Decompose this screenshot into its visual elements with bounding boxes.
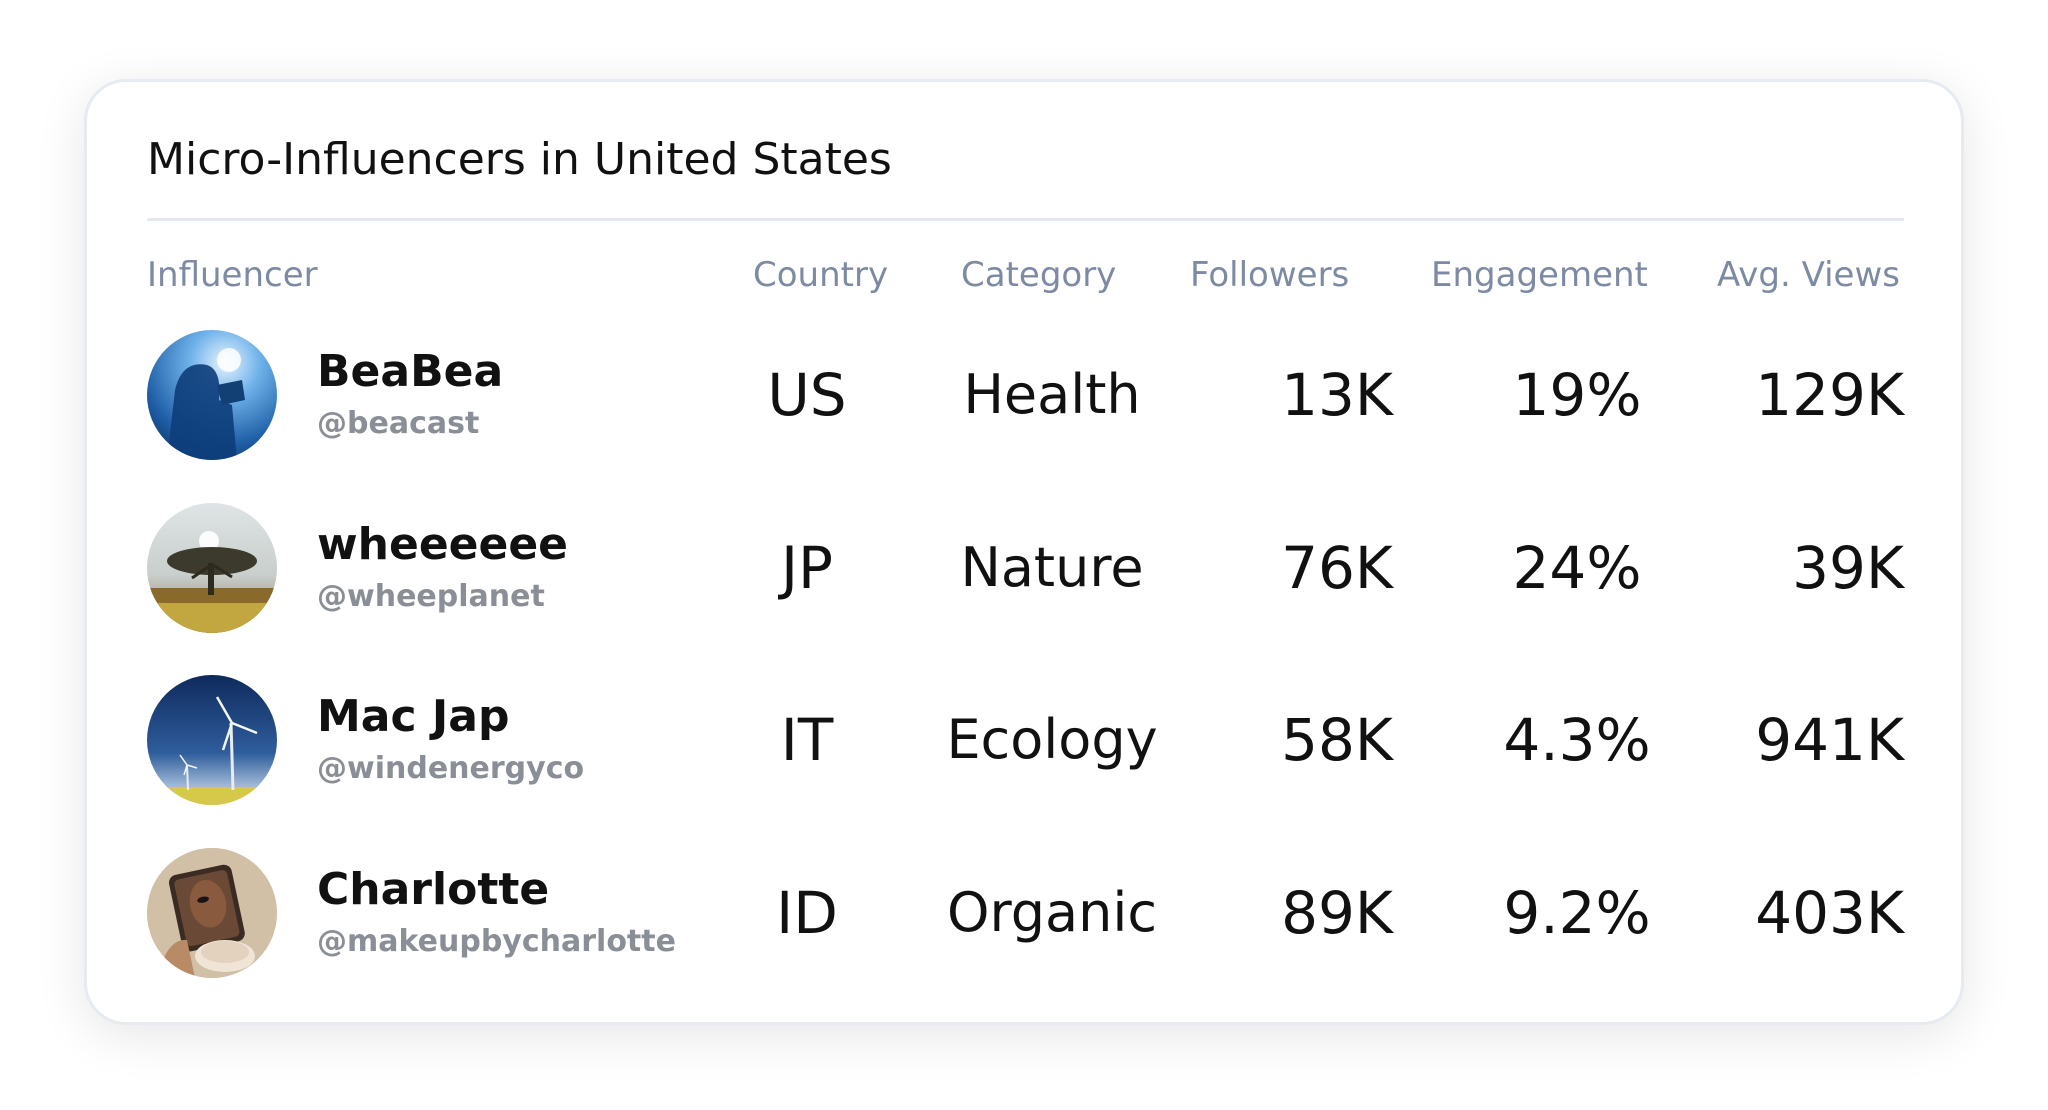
avatar[interactable] [147, 330, 277, 460]
influencer-handle[interactable]: @windenergyco [317, 751, 585, 786]
category-cell: Health [963, 363, 1141, 426]
influencer-name[interactable]: wheeeeee [317, 519, 569, 570]
influencer-name[interactable]: BeaBea [317, 346, 504, 397]
followers-cell: 13K [1281, 361, 1393, 429]
engagement-cell: 24% [1512, 534, 1642, 602]
column-header-influencer[interactable]: Influencer [147, 255, 318, 295]
makeup-mirror-icon [147, 848, 277, 978]
engagement-cell: 19% [1512, 361, 1642, 429]
table-row[interactable]: BeaBea @beacast US Health 13K 19% 129K [87, 330, 1961, 460]
category-cell: Organic [946, 881, 1158, 944]
avatar[interactable] [147, 503, 277, 633]
column-header-country[interactable]: Country [753, 255, 889, 295]
followers-cell: 76K [1281, 534, 1393, 602]
country-cell: ID [776, 879, 838, 947]
country-cell: US [767, 361, 847, 429]
influencer-handle[interactable]: @beacast [317, 406, 480, 441]
influencer-name[interactable]: Charlotte [317, 864, 550, 915]
category-cell: Ecology [946, 708, 1158, 771]
avg-views-cell: 941K [1755, 706, 1904, 774]
influencer-handle[interactable]: @wheeplanet [317, 579, 545, 614]
column-header-engagement[interactable]: Engagement [1431, 255, 1648, 295]
influencer-name[interactable]: Mac Jap [317, 691, 510, 742]
avg-views-cell: 403K [1755, 879, 1904, 947]
table-row[interactable]: Mac Jap @windenergyco IT Ecology 58K 4.3… [87, 675, 1961, 805]
influencer-handle[interactable]: @makeupbycharlotte [317, 924, 676, 959]
table-row[interactable]: Charlotte @makeupbycharlotte ID Organic … [87, 848, 1961, 978]
title-divider [147, 218, 1904, 221]
country-cell: IT [780, 706, 834, 774]
column-header-avg-views[interactable]: Avg. Views [1717, 255, 1900, 295]
avatar[interactable] [147, 848, 277, 978]
column-header-category[interactable]: Category [961, 255, 1117, 295]
avg-views-cell: 129K [1755, 361, 1904, 429]
table-row[interactable]: wheeeeee @wheeplanet JP Nature 76K 24% 3… [87, 503, 1961, 633]
savanna-tree-icon [147, 503, 277, 633]
category-cell: Nature [960, 536, 1144, 599]
column-header-followers[interactable]: Followers [1190, 255, 1350, 295]
card-title: Micro-Influencers in United States [147, 134, 892, 185]
country-cell: JP [780, 534, 834, 602]
followers-cell: 89K [1281, 879, 1393, 947]
wind-turbine-icon [147, 675, 277, 805]
engagement-cell: 9.2% [1503, 879, 1651, 947]
influencer-card: Micro-Influencers in United States Influ… [84, 79, 1964, 1025]
engagement-cell: 4.3% [1503, 706, 1651, 774]
person-with-camera-icon [147, 330, 277, 460]
followers-cell: 58K [1281, 706, 1393, 774]
avg-views-cell: 39K [1792, 534, 1904, 602]
avatar[interactable] [147, 675, 277, 805]
